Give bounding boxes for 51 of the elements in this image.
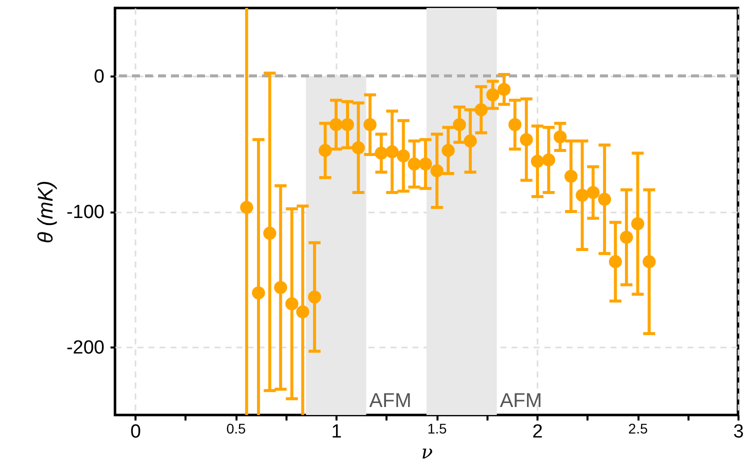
point: [442, 144, 455, 157]
x-tick-label: 2: [532, 422, 543, 442]
point: [464, 134, 477, 148]
point: [318, 144, 332, 157]
point: [285, 297, 298, 310]
point: [396, 149, 410, 162]
point: [586, 186, 600, 200]
point: [564, 170, 578, 183]
y-tick-label: -200: [66, 338, 104, 359]
point: [386, 145, 399, 158]
x-tick-label: 1.5: [427, 420, 447, 436]
point: [296, 305, 310, 318]
point: [608, 255, 622, 268]
point: [263, 226, 276, 240]
point: [542, 153, 556, 166]
x-axis-title: ν: [421, 442, 434, 464]
y-tick-label: -100: [66, 202, 104, 223]
point: [642, 255, 656, 268]
point: [452, 118, 466, 132]
point: [341, 118, 354, 132]
point: [330, 118, 343, 132]
point: [554, 130, 567, 144]
point: [498, 82, 511, 96]
point: [520, 133, 533, 146]
point: [631, 217, 644, 230]
point: [474, 103, 488, 116]
point: [508, 118, 522, 132]
point: [364, 118, 377, 132]
y-axis-title: θ (mK): [34, 180, 58, 244]
x-tick-label: 0.5: [226, 420, 246, 436]
x-tick-label: 2.5: [628, 420, 648, 436]
point: [530, 154, 544, 168]
point: [274, 280, 288, 294]
point: [408, 158, 421, 171]
band-label: AFM: [500, 390, 542, 412]
point: [486, 88, 500, 102]
point: [374, 146, 388, 160]
point: [252, 286, 266, 300]
point: [576, 188, 589, 202]
x-tick-label: 0: [130, 422, 141, 442]
point: [620, 230, 633, 244]
band-label: AFM: [369, 390, 412, 412]
x-tick-label: 3: [733, 422, 744, 442]
point: [240, 200, 254, 214]
point: [418, 158, 432, 171]
point: [598, 192, 612, 206]
point: [308, 290, 322, 304]
y-tick-label: 0: [94, 66, 104, 88]
point: [352, 141, 365, 154]
point: [430, 164, 444, 178]
x-tick-label: 1: [331, 422, 342, 442]
